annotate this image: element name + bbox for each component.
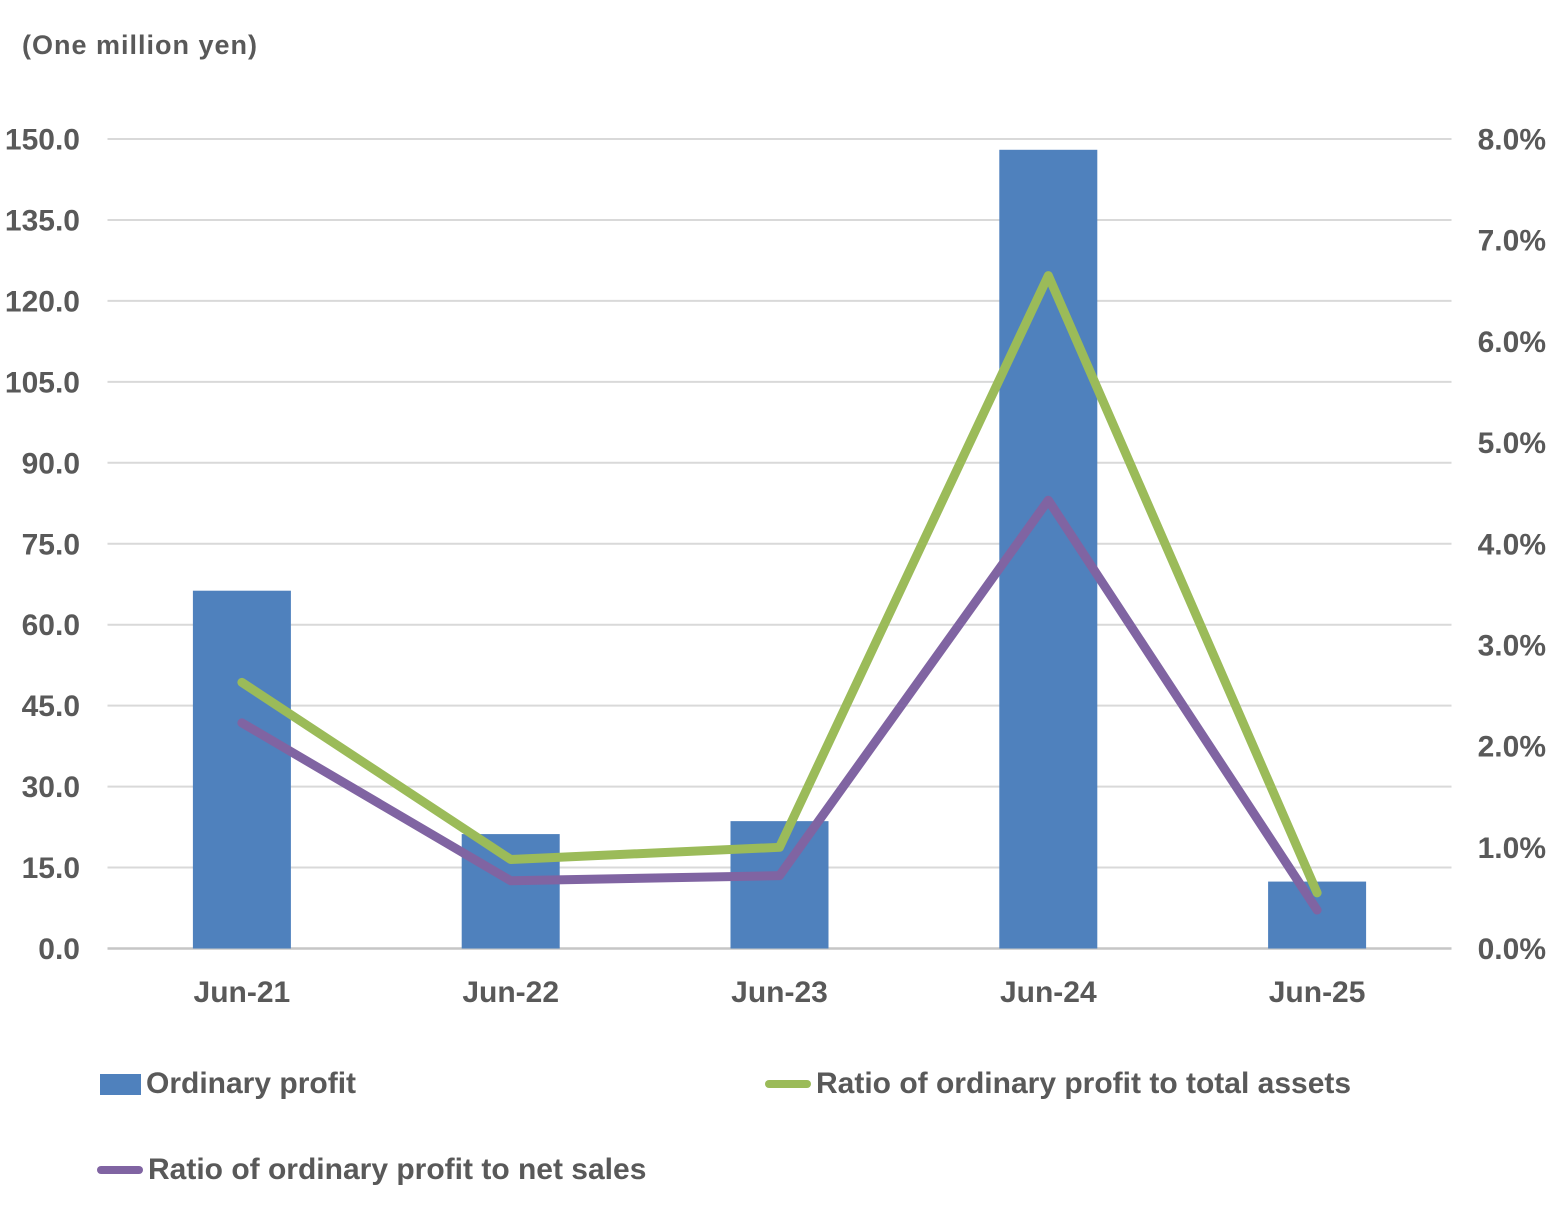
x-axis-category-label: Jun-23 (731, 976, 828, 1009)
left-axis-tick-label: 105.0 (5, 366, 80, 399)
right-axis-tick-label: 8.0% (1478, 124, 1546, 157)
right-axis-tick-label: 5.0% (1478, 427, 1546, 460)
left-axis-tick-label: 60.0 (22, 609, 80, 642)
legend-item-ratio-net-sales: Ratio of ordinary profit to net sales (97, 1153, 646, 1187)
left-axis-title: (One million yen) (22, 30, 259, 60)
ratio-of-ordinary-profit-to-net-sales-line (237, 495, 1322, 915)
right-axis-tick-label: 7.0% (1478, 225, 1546, 258)
left-axis-tick-label: 120.0 (5, 285, 80, 318)
left-axis-tick-label: 45.0 (22, 690, 80, 723)
bar-jun-22 (461, 834, 560, 949)
left-axis-tick-label: 30.0 (22, 771, 80, 804)
ratio-of-ordinary-profit-to-total-assets-line (237, 271, 1322, 898)
left-axis-tick-label: 135.0 (5, 204, 80, 237)
left-axis-tick-label: 0.0 (38, 933, 80, 966)
right-axis-tick-label: 6.0% (1478, 326, 1546, 359)
legend-label-ratio-net-sales: Ratio of ordinary profit to net sales (148, 1153, 647, 1186)
legend-label-ordinary-profit: Ordinary profit (146, 1067, 357, 1100)
legend-bar-swatch-icon (100, 1073, 141, 1095)
legend-line-swatch-icon (765, 1080, 811, 1088)
right-axis-tick-label: 0.0% (1478, 933, 1546, 966)
bar-jun-21 (192, 590, 291, 949)
right-axis-tick-label: 3.0% (1478, 629, 1546, 662)
right-axis-tick-label: 2.0% (1478, 731, 1546, 764)
legend-line-swatch-icon (97, 1166, 143, 1174)
x-axis-category-label: Jun-24 (1000, 976, 1097, 1009)
x-axis-category-label: Jun-22 (462, 976, 559, 1009)
x-axis-category-label: Jun-25 (1269, 976, 1366, 1009)
right-axis-tick-label: 4.0% (1478, 528, 1546, 561)
legend-item-ratio-total-assets: Ratio of ordinary profit to total assets (765, 1067, 1351, 1101)
left-axis-tick-label: 150.0 (5, 124, 80, 157)
legend-label-ratio-total-assets: Ratio of ordinary profit to total assets (816, 1067, 1352, 1100)
x-axis-category-label: Jun-21 (194, 976, 291, 1009)
right-axis-tick-label: 1.0% (1478, 832, 1546, 865)
legend-item-ordinary-profit: Ordinary profit (100, 1067, 356, 1101)
left-axis-tick-label: 90.0 (22, 447, 80, 480)
left-axis-tick-label: 15.0 (22, 852, 80, 885)
left-axis-tick-label: 75.0 (22, 528, 80, 561)
